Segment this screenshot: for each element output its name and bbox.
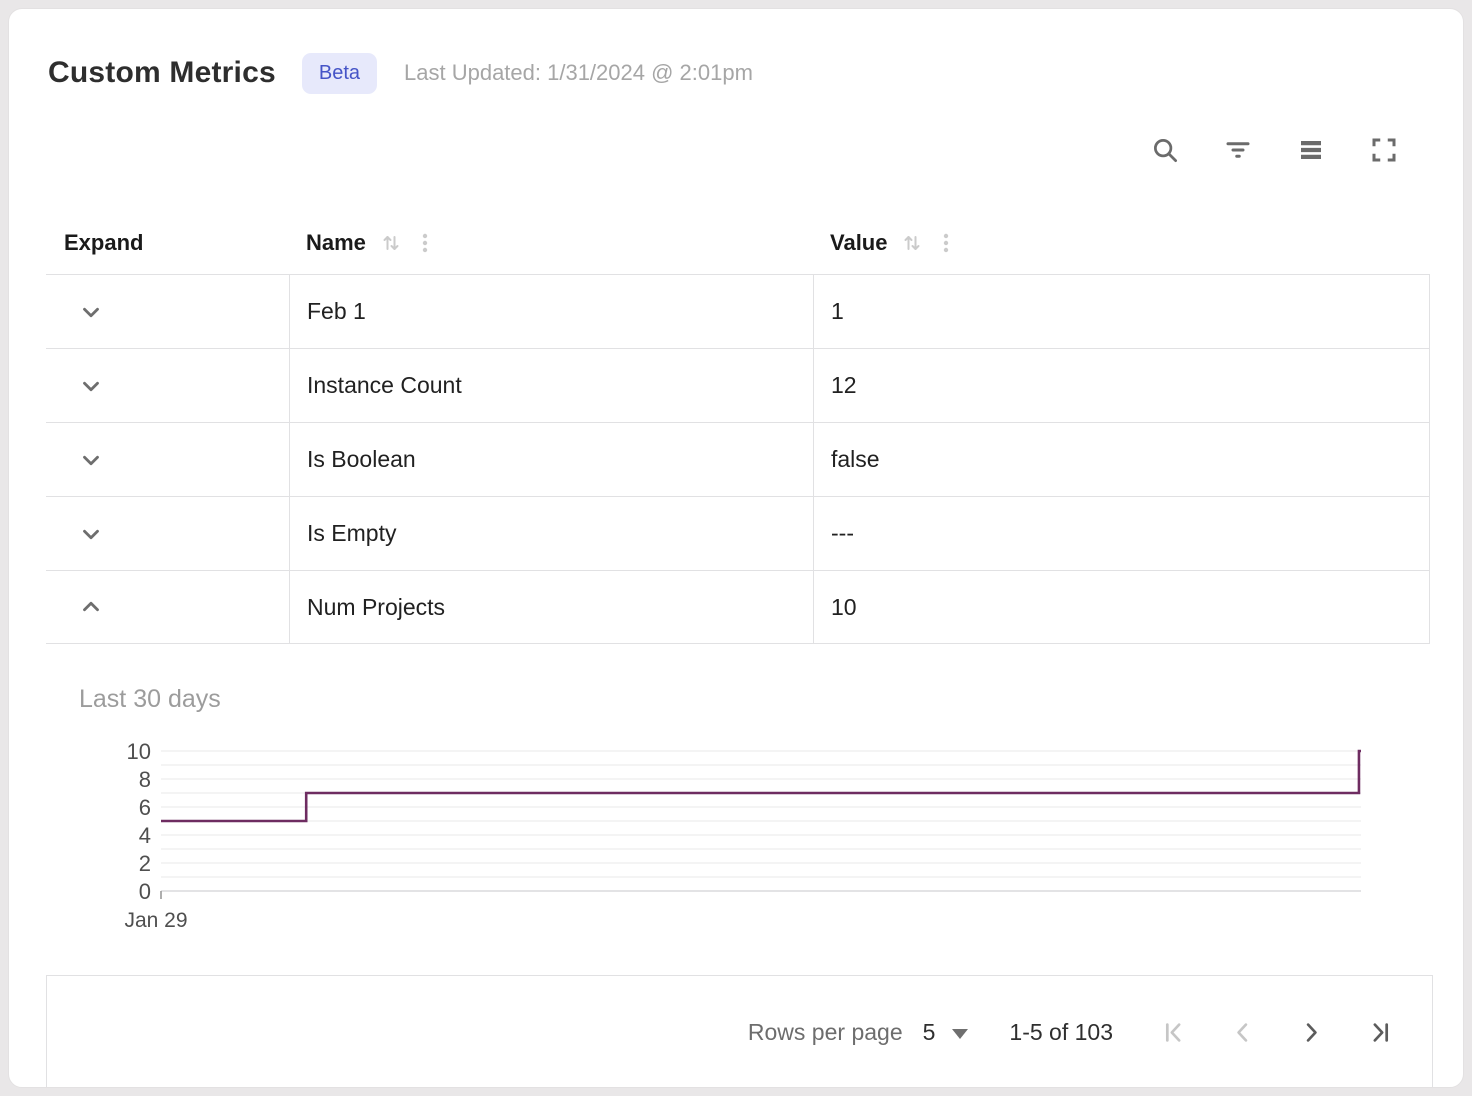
table-body: Feb 1 1 Instance Count 12 Is Boole: [46, 274, 1430, 644]
table-footer: Rows per page 5 1-5 of 103: [46, 975, 1433, 1087]
expand-row-button[interactable]: [77, 298, 105, 326]
svg-text:8: 8: [139, 767, 151, 792]
fullscreen-button[interactable]: [1367, 133, 1401, 167]
filter-button[interactable]: [1221, 133, 1255, 167]
pagination-range-label: 1-5 of 103: [1009, 1019, 1113, 1045]
chevron-down-icon: [83, 307, 99, 317]
metrics-table: Expand Name Value: [46, 211, 1430, 644]
svg-text:0: 0: [139, 879, 151, 904]
expand-row-button[interactable]: [77, 520, 105, 548]
chevron-right-icon: [1306, 1023, 1317, 1042]
column-menu-icon[interactable]: [416, 231, 434, 255]
table-header-row: Expand Name Value: [46, 211, 1430, 274]
metric-name-cell: Is Empty: [289, 497, 813, 570]
chart-title: Last 30 days: [79, 685, 221, 713]
table-row: Feb 1 1: [46, 274, 1429, 348]
svg-text:10: 10: [127, 743, 151, 764]
previous-page-button: [1228, 1019, 1256, 1047]
expand-row-button[interactable]: [77, 372, 105, 400]
expand-row-button[interactable]: [77, 446, 105, 474]
column-header-expand-label: Expand: [64, 229, 144, 255]
metric-name-cell: Num Projects: [289, 571, 813, 643]
last-updated-text: Last Updated: 1/31/2024 @ 2:01pm: [404, 60, 753, 85]
first-page-icon: [1165, 1023, 1180, 1042]
metric-value-cell: ---: [813, 497, 1429, 570]
table-row-expanded: Num Projects 10: [46, 570, 1429, 644]
table-row: Is Boolean false: [46, 422, 1429, 496]
sort-icon[interactable]: [379, 231, 403, 255]
page-title: Custom Metrics: [48, 56, 276, 89]
density-button[interactable]: [1294, 133, 1328, 167]
chevron-down-icon: [83, 455, 99, 465]
table-row: Instance Count 12: [46, 348, 1429, 422]
last-page-button[interactable]: [1366, 1019, 1394, 1047]
column-header-value-label: Value: [830, 229, 888, 255]
caret-down-icon: [952, 1029, 969, 1039]
svg-text:6: 6: [139, 795, 151, 820]
search-button[interactable]: [1148, 133, 1182, 167]
metric-name-cell: Is Boolean: [289, 423, 813, 496]
grid-toolbar: [1148, 133, 1401, 167]
column-header-name-label: Name: [306, 229, 366, 255]
column-menu-icon[interactable]: [937, 231, 955, 255]
svg-text:2: 2: [139, 851, 151, 876]
rows-per-page-select[interactable]: 5: [923, 1019, 969, 1046]
first-page-button: [1159, 1019, 1187, 1047]
search-icon: [1154, 139, 1177, 162]
metric-value-cell: 10: [813, 571, 1429, 643]
metric-name-cell: Instance Count: [289, 349, 813, 422]
last-page-icon: [1373, 1023, 1388, 1042]
chart-panel: 0 2 4 6 8 10 Jan 29: [79, 739, 1409, 948]
metric-chart: 0 2 4 6 8 10 Jan 29: [124, 739, 1361, 932]
rows-per-page-value: 5: [922, 1019, 936, 1045]
table-row: Is Empty ---: [46, 496, 1429, 570]
column-header-value[interactable]: Value: [813, 211, 1430, 274]
metric-name-cell: Feb 1: [289, 275, 813, 348]
chevron-left-icon: [1236, 1023, 1247, 1042]
pagination-controls: [1159, 1019, 1394, 1047]
beta-badge: Beta: [301, 52, 378, 94]
next-page-button[interactable]: [1297, 1019, 1325, 1047]
filter-icon: [1226, 142, 1250, 158]
column-header-expand: Expand: [46, 211, 289, 274]
density-icon: [1301, 141, 1321, 159]
chevron-down-icon: [83, 529, 99, 539]
metric-value-cell: false: [813, 423, 1429, 496]
column-header-name[interactable]: Name: [289, 211, 813, 274]
rows-per-page-label: Rows per page: [747, 1019, 903, 1045]
fullscreen-icon: [1372, 138, 1396, 162]
chevron-down-icon: [83, 381, 99, 391]
sort-icon[interactable]: [900, 231, 924, 255]
metric-value-cell: 1: [813, 275, 1429, 348]
custom-metrics-card: Custom Metrics Beta Last Updated: 1/31/2…: [8, 8, 1464, 1088]
collapse-row-button[interactable]: [77, 593, 105, 621]
chevron-up-icon: [83, 601, 99, 612]
metric-value-cell: 12: [813, 349, 1429, 422]
svg-text:4: 4: [139, 823, 151, 848]
header: Custom Metrics Beta Last Updated: 1/31/2…: [48, 49, 753, 97]
svg-text:Jan 29: Jan 29: [124, 909, 187, 932]
